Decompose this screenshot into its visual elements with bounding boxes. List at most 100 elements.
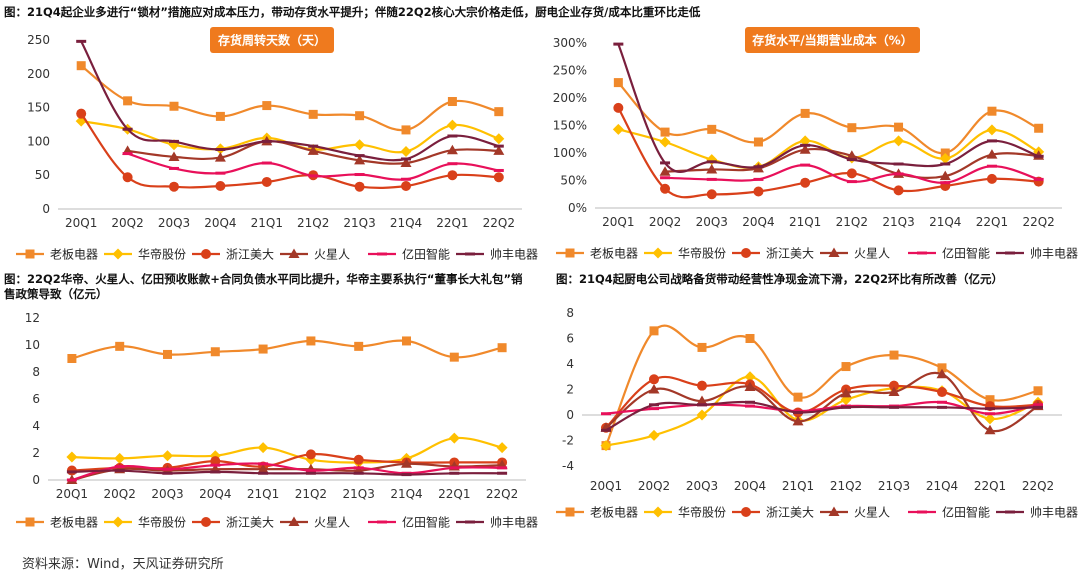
- data-point-华帝股份: [496, 442, 508, 454]
- data-point-浙江美大: [800, 177, 811, 188]
- data-point-帅丰电器: [613, 42, 624, 46]
- legend-item-华帝股份: 华帝股份: [104, 515, 186, 530]
- x-tick-label: 20Q1: [65, 216, 97, 230]
- data-point-火星人: [493, 145, 505, 155]
- y-tick-label: 4: [566, 357, 574, 371]
- data-point-老板电器: [306, 336, 316, 346]
- y-tick-label: 300%: [553, 36, 587, 50]
- y-tick-label: 200: [27, 67, 50, 81]
- y-tick-label: 2: [32, 446, 40, 460]
- top-figure-title: 图：21Q4起企业多进行“锁材”措施应对成本压力，带动存货水平提升；伴随22Q2…: [4, 5, 701, 19]
- series-line-亿田智能: [71, 462, 503, 482]
- data-point-浙江美大: [353, 454, 364, 465]
- data-point-浙江美大: [215, 181, 226, 192]
- data-point-火星人: [400, 157, 412, 168]
- x-tick-label: 22Q2: [1022, 479, 1054, 493]
- data-point-浙江美大: [122, 172, 133, 183]
- data-point-老板电器: [793, 392, 803, 402]
- legend-item-老板电器: 老板电器: [556, 506, 638, 520]
- data-point-亿田智能: [493, 168, 504, 172]
- legend-label: 火星人: [854, 247, 890, 261]
- data-point-华帝股份: [448, 432, 460, 444]
- x-tick-label: 22Q1: [976, 215, 1008, 229]
- legend-marker: [1005, 510, 1015, 514]
- legend-item-火星人: 火星人: [820, 506, 890, 520]
- x-tick-label: 22Q2: [1022, 215, 1054, 229]
- data-point-老板电器: [800, 108, 810, 118]
- y-tick-label: 150%: [553, 119, 587, 133]
- data-point-亿田智能: [745, 404, 755, 408]
- data-point-帅丰电器: [601, 428, 611, 432]
- data-point-帅丰电器: [937, 405, 947, 409]
- data-point-帅丰电器: [497, 471, 508, 475]
- chart-advance-receipts: 0 2 4 6 8 10 12 20Q1 20Q2 20Q3 20Q4 21Q1 21Q2 21Q3 21Q…: [0, 300, 540, 536]
- legend-label: 老板电器: [50, 516, 98, 530]
- legend-marker: [201, 249, 211, 259]
- x-tick-label: 20Q3: [686, 479, 718, 493]
- x-tick-label: 21Q3: [343, 487, 375, 501]
- data-point-火星人: [648, 384, 660, 394]
- data-point-帅丰电器: [649, 403, 659, 407]
- x-tick-label: 20Q2: [104, 487, 136, 501]
- data-point-老板电器: [1034, 123, 1044, 133]
- data-point-火星人: [168, 151, 180, 161]
- data-point-火星人: [696, 395, 708, 405]
- legend-marker: [565, 248, 575, 258]
- advance_receipts-svg: 0 2 4 6 8 10 12 20Q1 20Q2 20Q3 20Q4 21Q1 21Q2 21Q3 21Q…: [16, 311, 538, 530]
- y-tick-label: 100%: [553, 146, 587, 160]
- operating_cash_flow-svg: -4 -2 0 2 4 6 8 20Q1 20Q2 20Q3 20Q4 21Q1 21Q2 21Q3 21Q…: [556, 306, 1078, 520]
- data-point-老板电器: [889, 350, 899, 360]
- data-point-老板电器: [67, 354, 77, 363]
- series-line-火星人: [71, 462, 503, 482]
- x-tick-label: 21Q1: [251, 216, 283, 230]
- data-point-浙江美大: [706, 189, 717, 200]
- data-point-华帝股份: [893, 135, 905, 147]
- data-point-亿田智能: [846, 180, 857, 184]
- data-point-火星人: [888, 386, 900, 397]
- data-point-老板电器: [169, 101, 179, 111]
- x-tick-label: 21Q2: [295, 487, 327, 501]
- data-point-老板电器: [697, 342, 707, 352]
- x-tick-label: 20Q3: [158, 216, 190, 230]
- data-point-华帝股份: [446, 119, 458, 131]
- legend-marker: [465, 252, 475, 256]
- legend-item-浙江美大: 浙江美大: [192, 248, 274, 262]
- y-tick-label: 0: [42, 202, 50, 216]
- legend-item-老板电器: 老板电器: [16, 516, 98, 530]
- data-point-火星人: [744, 381, 756, 391]
- legend-item-帅丰电器: 帅丰电器: [456, 516, 538, 530]
- data-point-华帝股份: [354, 139, 366, 151]
- legend-item-火星人: 火星人: [280, 248, 350, 262]
- data-point-亿田智能: [401, 177, 411, 181]
- series-line-老板电器: [617, 81, 1040, 155]
- legend-label: 华帝股份: [138, 515, 186, 530]
- data-point-华帝股份: [612, 123, 624, 135]
- data-point-帅丰电器: [493, 144, 504, 148]
- legend-item-华帝股份: 华帝股份: [644, 505, 726, 520]
- data-point-帅丰电器: [660, 161, 671, 165]
- y-tick-label: 8: [32, 365, 40, 379]
- legend-marker: [652, 506, 664, 518]
- data-point-亿田智能: [162, 467, 173, 471]
- legend-marker: [201, 517, 211, 527]
- legend-label: 浙江美大: [766, 247, 814, 261]
- data-point-帅丰电器: [169, 139, 179, 143]
- data-point-华帝股份: [799, 135, 811, 147]
- data-point-帅丰电器: [66, 470, 77, 474]
- data-point-老板电器: [449, 352, 459, 362]
- data-point-帅丰电器: [697, 403, 707, 407]
- data-point-亿田智能: [893, 172, 904, 176]
- data-point-浙江美大: [401, 181, 411, 192]
- data-point-老板电器: [354, 341, 364, 351]
- legend-label: 火星人: [314, 248, 350, 262]
- x-tick-label: 22Q2: [483, 216, 515, 230]
- x-tick-label: 20Q4: [199, 487, 231, 501]
- data-point-老板电器: [707, 124, 717, 134]
- data-point-帅丰电器: [986, 139, 997, 143]
- legend-label: 帅丰电器: [1030, 247, 1078, 261]
- chart-inventory-pct: 0% 50% 100% 150% 200% 250% 300% 20Q1 20Q2 20Q3 20Q…: [540, 22, 1080, 270]
- data-point-亿田智能: [66, 478, 77, 482]
- data-point-帅丰电器: [210, 470, 221, 474]
- y-tick-label: 100: [27, 134, 50, 148]
- data-point-帅丰电器: [1033, 154, 1044, 158]
